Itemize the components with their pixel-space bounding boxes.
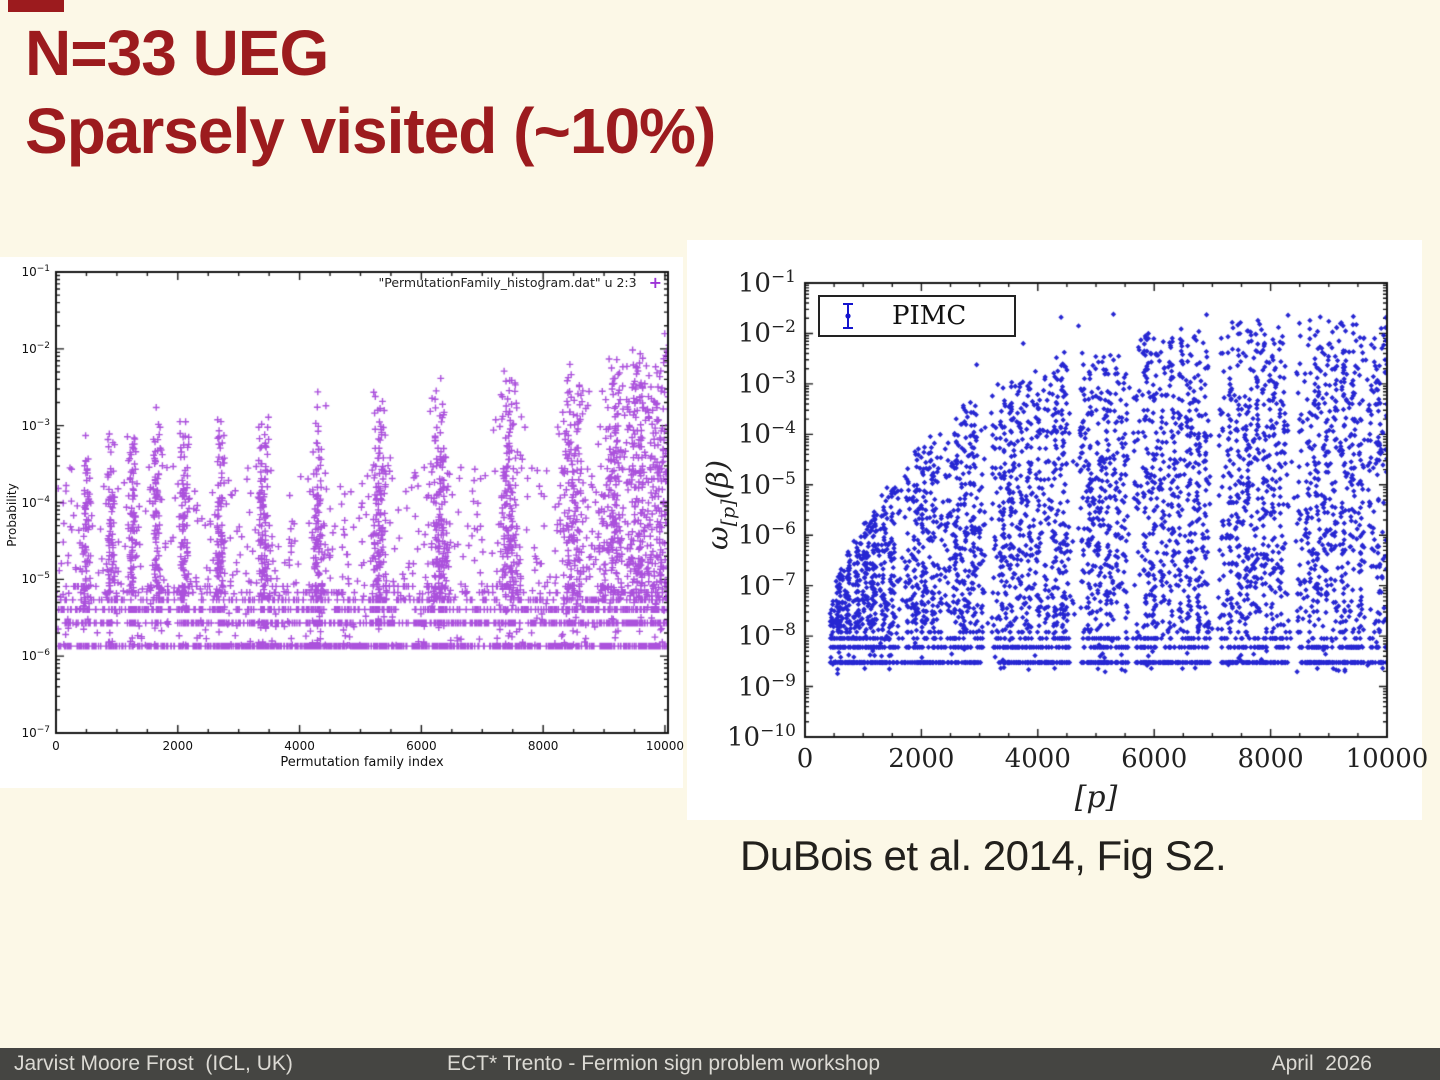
y-tick-label: 10−8 (737, 620, 796, 652)
plus-marker-icon: + (648, 272, 662, 292)
x-tick-label: 6000 (406, 739, 437, 753)
left-x-axis-title: Permutation family index (280, 755, 444, 770)
figure-caption: DuBois et al. 2014, Fig S2. (740, 832, 1227, 879)
right-x-axis-title: [p] (1074, 780, 1118, 815)
y-tick-label: 10−7 (21, 725, 50, 740)
slide-title-line1: N=33 UEG (25, 17, 329, 89)
slide-title-line2: Sparsely visited (~10%) (25, 95, 716, 168)
y-tick-label: 10−6 (21, 648, 50, 664)
errorbar-icon (840, 301, 856, 331)
left-plot-legend: "PermutationFamily_histogram.dat" u 2:3 … (378, 272, 662, 292)
right-figure-panel: PIMC ω[p](β) [p] 10−1 10−2 10−3 10−4 10−5 10−… (687, 240, 1428, 820)
slide-title: N=33 UEG Sparsely visited (~10%) (25, 14, 716, 170)
pimc-weights-canvas (687, 240, 1422, 820)
footer-event: ECT* Trento - Fermion sign problem works… (447, 1052, 880, 1075)
y-tick-label: 10−3 (21, 417, 50, 433)
permutation-histogram-canvas (0, 257, 683, 788)
y-tick-label: 10−5 (21, 571, 50, 587)
x-tick-label: 4000 (1004, 744, 1071, 774)
x-tick-label: 8000 (527, 739, 559, 753)
right-plot-legend: PIMC (818, 295, 1016, 337)
slide-corner-accent (8, 0, 64, 12)
footer-date: April 2026 (1271, 1052, 1372, 1075)
y-tick-label: 10−1 (21, 264, 50, 279)
right-legend-label: PIMC (892, 301, 967, 331)
left-y-axis-title: Probability (5, 483, 19, 547)
x-tick-label: 10000 (1345, 744, 1429, 774)
x-tick-label: 2000 (888, 744, 955, 774)
y-tick-label: 10−2 (737, 317, 796, 350)
y-tick-label: 10−10 (727, 721, 796, 753)
y-tick-label: 10−2 (21, 340, 50, 356)
y-tick-label: 10−6 (737, 519, 796, 551)
y-tick-label: 10−3 (737, 367, 796, 400)
x-tick-label: 6000 (1121, 744, 1188, 774)
x-tick-label: 8000 (1237, 744, 1304, 774)
footer-author: Jarvist Moore Frost (ICL, UK) (14, 1052, 293, 1075)
y-tick-label: 10−4 (737, 418, 796, 450)
left-figure-panel: Probability Permutation family index "Pe… (0, 257, 684, 788)
y-tick-label: 10−9 (737, 670, 796, 703)
y-tick-label: 10−5 (737, 468, 796, 501)
footer-bar: Jarvist Moore Frost (ICL, UK) ECT* Trent… (0, 1048, 1440, 1080)
y-tick-label: 10−4 (21, 494, 50, 510)
x-tick-label: 0 (52, 739, 60, 753)
x-tick-label: 4000 (284, 739, 315, 753)
x-tick-label: 2000 (162, 739, 194, 753)
x-tick-label: 0 (796, 744, 814, 774)
x-tick-label: 10000 (645, 739, 685, 753)
left-legend-label: "PermutationFamily_histogram.dat" u 2:3 (378, 275, 637, 290)
y-tick-label: 10−7 (737, 569, 796, 602)
y-tick-label: 10−1 (737, 267, 796, 299)
